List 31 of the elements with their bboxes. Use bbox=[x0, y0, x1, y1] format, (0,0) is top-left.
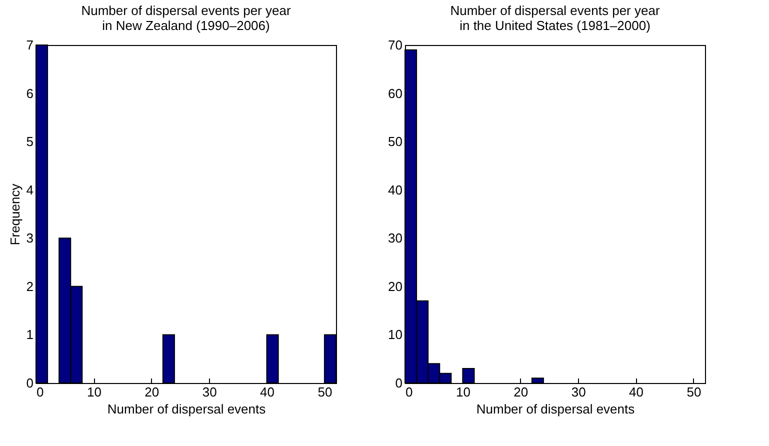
y-tick-label: 40 bbox=[388, 182, 402, 198]
x-tick-label: 50 bbox=[318, 384, 332, 400]
x-axis-title: Number of dispersal events bbox=[107, 402, 266, 416]
chart-title: Number of dispersal events per year in the United States (1981–2000) bbox=[450, 3, 660, 33]
x-tick-label: 20 bbox=[144, 384, 160, 400]
x-tick-label: 40 bbox=[260, 384, 275, 400]
y-tick-label: 20 bbox=[388, 278, 402, 294]
x-tick-label: 20 bbox=[514, 384, 528, 400]
chart-title: Number of dispersal events per year in New Zealand (1990–2006) bbox=[81, 3, 292, 33]
x-axis-title: Number of dispersal events bbox=[476, 402, 636, 416]
x-tick-label: 30 bbox=[202, 384, 217, 400]
y-tick-label: 1 bbox=[26, 327, 34, 342]
y-tick-label: 50 bbox=[388, 134, 402, 150]
x-tick-label: 0 bbox=[36, 384, 44, 400]
x-tick-label: 0 bbox=[406, 384, 413, 400]
x-tick-label: 10 bbox=[86, 384, 102, 400]
y-tick-label: 60 bbox=[388, 86, 402, 101]
y-tick-label: 3 bbox=[26, 230, 34, 246]
y-tick-label: 2 bbox=[26, 278, 34, 294]
x-tick-label: 10 bbox=[456, 384, 470, 400]
y-tick-label: 6 bbox=[26, 86, 34, 101]
x-tick-label: 40 bbox=[629, 384, 644, 400]
y-tick-label: 10 bbox=[388, 327, 402, 342]
x-tick-label: 30 bbox=[571, 384, 586, 400]
y-tick-label: 4 bbox=[26, 182, 34, 198]
y-tick-label: 5 bbox=[26, 134, 34, 150]
y-tick-label: 7 bbox=[26, 38, 34, 52]
y-axis-title: Frequency bbox=[7, 183, 22, 246]
y-tick-label: 30 bbox=[388, 230, 402, 246]
y-tick-label: 70 bbox=[388, 38, 402, 52]
x-tick-label: 50 bbox=[686, 384, 702, 400]
